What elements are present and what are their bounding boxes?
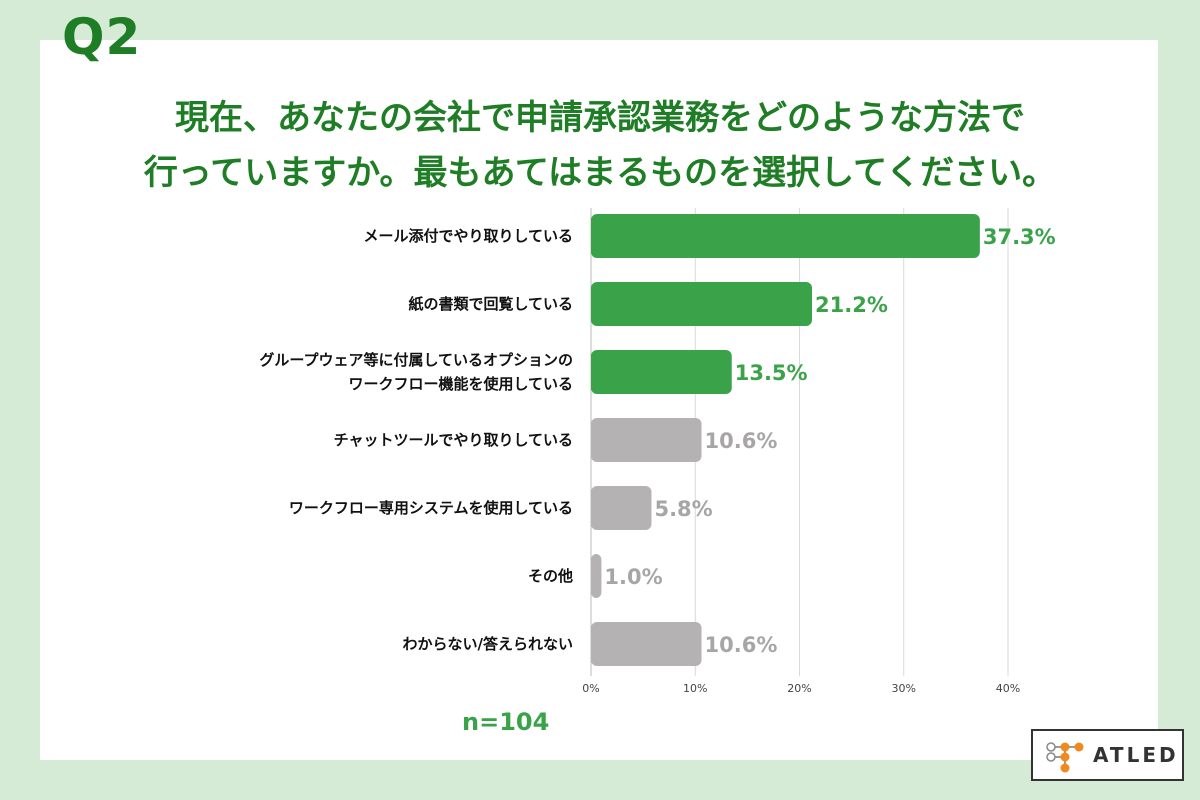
value-label: 10.6% [705, 429, 778, 453]
x-tick-label: 10% [683, 682, 707, 695]
x-tick-label: 0% [582, 682, 599, 695]
category-label: その他 [528, 567, 573, 585]
bar [591, 554, 602, 598]
atled-logo: ATLED [1031, 729, 1184, 781]
logo-mark-icon [1046, 742, 1084, 773]
bar [591, 622, 702, 666]
category-label: ワークフロー専用システムを使用している [289, 499, 573, 517]
x-tick-label: 30% [892, 682, 916, 695]
bar [591, 214, 980, 258]
value-label: 13.5% [735, 361, 808, 385]
bar [591, 486, 652, 530]
category-label: チャットツールでやり取りしている [334, 431, 573, 449]
question-number: Q2 [62, 8, 142, 66]
x-tick-label: 40% [996, 682, 1020, 695]
bar [591, 418, 702, 462]
value-label: 37.3% [983, 225, 1056, 249]
value-label: 5.8% [654, 497, 712, 521]
question-text-line-2: 行っていますか。最もあてはまるものを選択してください。 [143, 153, 1057, 193]
sample-size: n=104 [462, 708, 550, 736]
logo-text: ATLED [1093, 743, 1179, 767]
bar [591, 282, 813, 326]
value-label: 21.2% [815, 293, 888, 317]
question-text-line-1: 現在、あなたの会社で申請承認業務をどのような方法で [175, 98, 1025, 138]
category-label: 紙の書類で回覧している [408, 295, 573, 313]
value-label: 10.6% [705, 633, 778, 657]
x-tick-label: 20% [787, 682, 811, 695]
category-label: メール添付でやり取りしている [363, 227, 573, 245]
category-label: グループウェア等に付属しているオプションのワークフロー機能を使用している [259, 351, 573, 393]
value-label: 1.0% [604, 565, 662, 589]
category-label: わからない/答えられない [403, 635, 573, 653]
bar [591, 350, 732, 394]
